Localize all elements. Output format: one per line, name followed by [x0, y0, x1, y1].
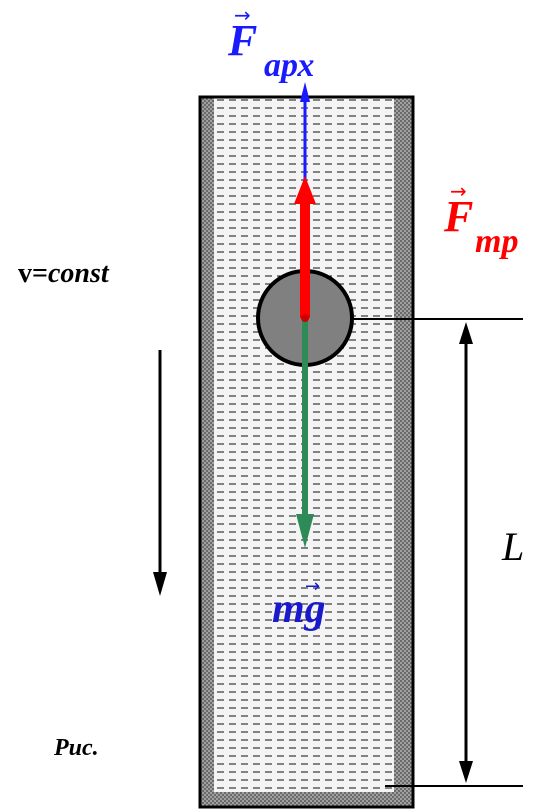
ball-center-point — [301, 314, 309, 322]
gravity-force-vector — [296, 318, 314, 548]
archimedes-force-subscript: арх — [264, 47, 314, 84]
distance-arrow — [459, 322, 473, 783]
archimedes-force-vector-arrow: → — [234, 3, 251, 27]
friction-force-vector-arrow: → — [450, 179, 467, 203]
friction-force-subscript: тр — [475, 223, 518, 260]
velocity-arrow — [153, 350, 167, 596]
gravity-force-label: mg → — [272, 576, 326, 632]
vessel-bottom — [200, 792, 413, 807]
distance-label: L — [501, 524, 524, 569]
gravity-force-text: mg — [272, 586, 326, 632]
friction-force-symbol: F — [443, 192, 473, 241]
velocity-label: v=const — [18, 258, 110, 289]
archimedes-force-label: F → арх — [227, 3, 314, 84]
archimedes-force-symbol: F — [227, 16, 257, 65]
vessel-left-wall — [200, 97, 214, 807]
friction-force-label: F → тр — [443, 179, 518, 260]
figure-caption: Рис. — [53, 735, 99, 761]
friction-force-vector — [294, 176, 316, 318]
gravity-force-vector-arrow: → — [305, 576, 320, 597]
vessel-right-wall — [394, 97, 413, 807]
